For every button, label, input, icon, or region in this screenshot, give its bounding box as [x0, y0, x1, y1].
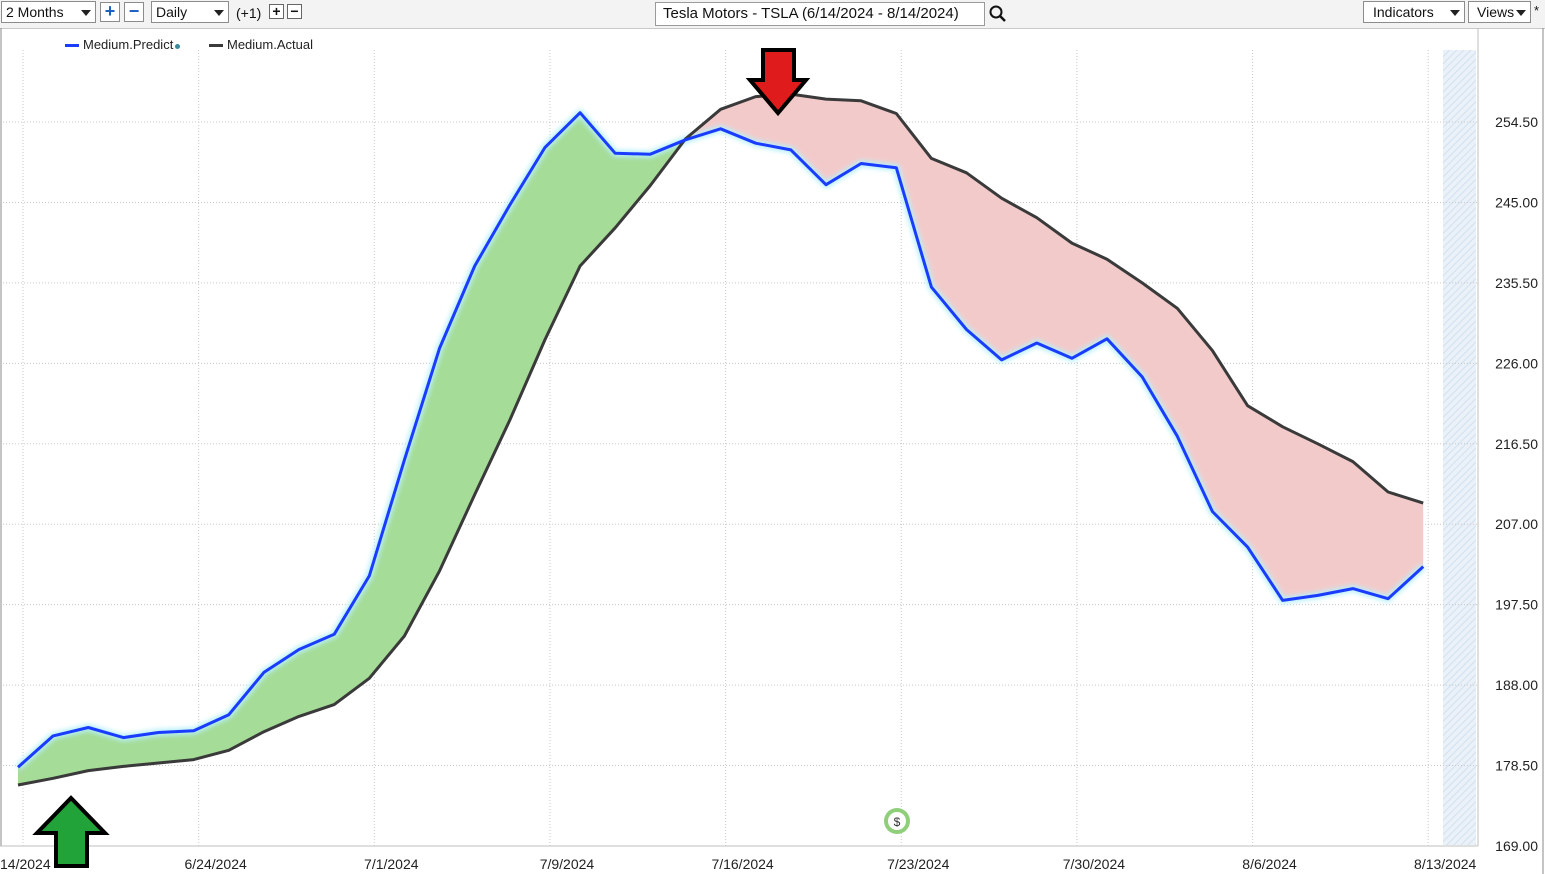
- y-tick-label: 207.00: [1495, 516, 1538, 532]
- x-tick-label: 7/16/2024: [711, 856, 773, 872]
- date-axis: 14/2024 6/24/2024 7/1/2024 7/9/2024 7/16/202…: [0, 856, 1477, 872]
- offset-decrease-button[interactable]: −: [287, 4, 302, 19]
- zoom-in-button[interactable]: +: [100, 2, 120, 22]
- x-tick-label: 7/30/2024: [1063, 856, 1125, 872]
- offset-label: (+1): [236, 5, 262, 21]
- price-axis: 254.50 245.00 235.50 226.00 216.50 207.00 197.…: [1495, 114, 1538, 854]
- dollar-icon: $: [894, 815, 901, 829]
- minus-icon: −: [290, 3, 299, 19]
- period-select[interactable]: 2 Months: [1, 1, 96, 23]
- minus-icon: −: [128, 1, 140, 21]
- divergence-fills: [18, 94, 1424, 785]
- chart-toolbar: 2 Months + − Daily (+1) + − Tesla Motors…: [0, 0, 1545, 29]
- indicators-dropdown[interactable]: Indicators: [1363, 1, 1465, 23]
- interval-select-value: Daily: [156, 4, 188, 20]
- dividend-marker-face: [888, 812, 906, 830]
- actual-series-line: [17, 92, 1424, 787]
- symbol-title-field[interactable]: Tesla Motors - TSLA (6/14/2024 - 8/14/20…: [655, 2, 985, 26]
- future-zone: [1443, 50, 1476, 845]
- legend-item-actual: Medium.Actual: [209, 37, 313, 52]
- zoom-out-button[interactable]: −: [124, 2, 144, 22]
- offset-increase-button[interactable]: +: [269, 4, 284, 19]
- y-tick-label: 178.50: [1495, 758, 1538, 774]
- chevron-down-icon: [1516, 10, 1526, 16]
- price-chart: 254.50 245.00 235.50 226.00 216.50 207.00 197.…: [0, 28, 1544, 874]
- predict-swatch: [65, 44, 79, 48]
- buy-arrow-icon: [32, 795, 110, 868]
- x-tick-label: 6/24/2024: [185, 856, 247, 872]
- period-select-value: 2 Months: [6, 4, 64, 20]
- legend-item-predict: Medium.Predict: [65, 37, 181, 52]
- x-tick-label: 8/6/2024: [1242, 856, 1297, 872]
- views-dropdown-label: Views: [1477, 4, 1515, 20]
- actual-swatch: [209, 44, 223, 48]
- legend-actual-label: Medium.Actual: [227, 37, 313, 52]
- search-icon[interactable]: [989, 5, 1007, 23]
- chevron-down-icon: [1450, 10, 1460, 16]
- y-tick-label: 169.00: [1495, 838, 1538, 854]
- x-tick-label: 7/9/2024: [540, 856, 595, 872]
- chevron-down-icon: [81, 10, 91, 16]
- chevron-down-icon: [214, 10, 224, 16]
- indicators-dropdown-label: Indicators: [1373, 4, 1434, 20]
- plus-icon: +: [104, 1, 116, 21]
- legend-predict-label: Medium.Predict: [83, 37, 174, 52]
- x-tick-label: 8/13/2024: [1414, 856, 1476, 872]
- views-modified-mark: *: [1534, 3, 1540, 18]
- dividend-marker[interactable]: $: [884, 808, 910, 834]
- plus-icon: +: [272, 3, 281, 19]
- y-tick-label: 245.00: [1495, 194, 1538, 210]
- series-lines: [15, 92, 1426, 787]
- y-tick-label: 235.50: [1495, 275, 1538, 291]
- views-dropdown[interactable]: Views: [1468, 1, 1531, 23]
- y-tick-label: 216.50: [1495, 436, 1538, 452]
- predict-series-line: [17, 111, 1425, 769]
- bullish-fill-area: [18, 112, 685, 785]
- x-tick-label: 7/23/2024: [887, 856, 949, 872]
- sell-arrow-icon: [745, 48, 811, 117]
- interval-select[interactable]: Daily: [151, 1, 229, 23]
- y-tick-label: 254.50: [1495, 114, 1538, 130]
- symbol-title-text: Tesla Motors - TSLA (6/14/2024 - 8/14/20…: [663, 5, 959, 22]
- y-tick-label: 226.00: [1495, 355, 1538, 371]
- y-tick-label: 197.50: [1495, 597, 1538, 613]
- x-tick-label: 14/2024: [0, 856, 51, 872]
- x-tick-label: 7/1/2024: [364, 856, 419, 872]
- y-tick-label: 188.00: [1495, 677, 1538, 693]
- legend-dot-icon: [175, 44, 181, 49]
